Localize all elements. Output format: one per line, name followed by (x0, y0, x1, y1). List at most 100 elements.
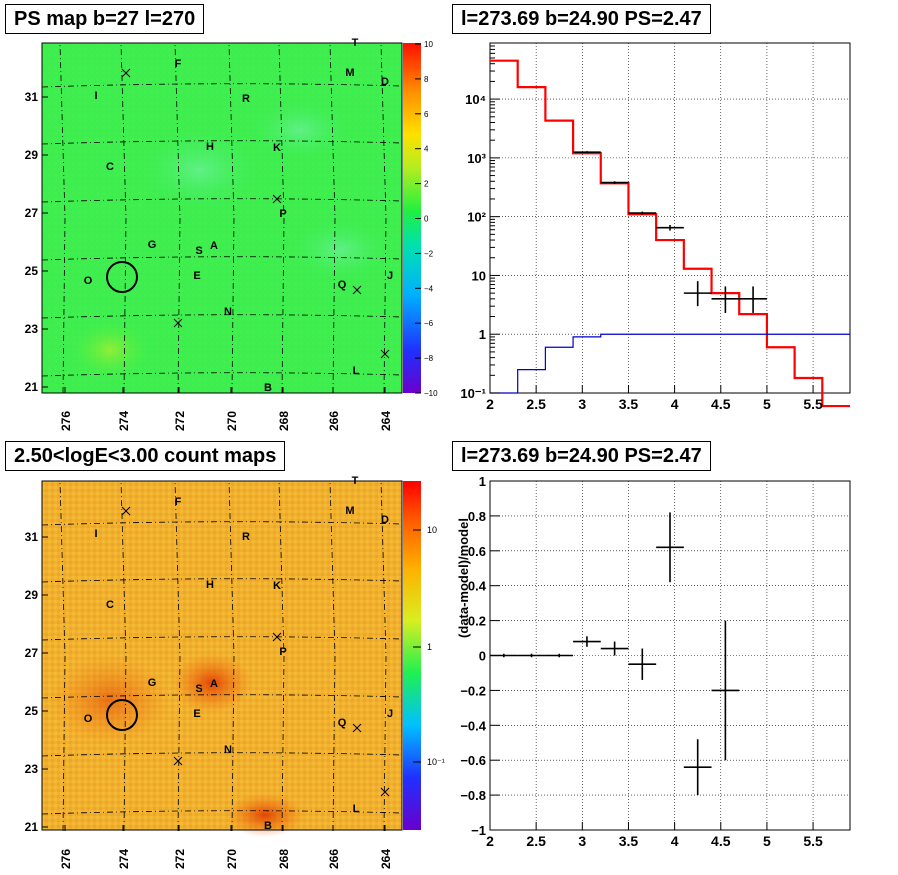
spectrum-data-point (739, 286, 767, 313)
ps-map-grid-line-lat (41, 256, 403, 261)
count-map-source-cross (121, 506, 131, 516)
ps-map-source-label: M (345, 67, 354, 79)
spectrum-model-line (490, 59, 850, 408)
ps-map-grid-line-lon (278, 42, 285, 394)
count-map-colorbar (403, 481, 421, 830)
ps-map-x-tick-label: 264 (379, 411, 393, 431)
count-map-colorbar-ticks: 10 1 10⁻¹ (413, 525, 445, 767)
spectrum-y-tick-label: 1 (479, 327, 486, 342)
count-map-target-circle (106, 699, 138, 731)
count-map-source-label: I (94, 528, 97, 540)
residual-y-tick-label: 0.6 (468, 544, 486, 559)
count-map-source-label: L (353, 803, 360, 815)
ps-map-grid-line-lon (174, 42, 181, 394)
ps-map-grid-line-lat (41, 198, 403, 203)
count-map-x-tick-label: 268 (277, 849, 291, 869)
count-map-grid-line-lon (380, 480, 387, 832)
ps-map-colorbar-tick-label: 6 (424, 110, 429, 119)
ps-map-colorbar-tick-label: −2 (424, 249, 434, 258)
count-map-grid-line-lon (329, 480, 336, 832)
count-map-title: 2.50<logE<3.00 count maps (5, 441, 286, 471)
ps-map-colorbar-ticks: 10 8 6 4 2 0 −2 −4 −6 −8 −10 (415, 40, 438, 398)
count-map-grid-line-lon (120, 480, 127, 832)
ps-map-colorbar-tick-label: 4 (424, 145, 429, 154)
count-map-grid-line-lat (41, 636, 403, 641)
ps-map-grid-line-lon (380, 42, 387, 394)
ps-map-grid-line-lon (59, 42, 66, 394)
spectrum-y-tick-label: 10² (467, 210, 486, 225)
ps-map-x-tick-label: 274 (117, 411, 131, 431)
residual-data-point (628, 648, 657, 680)
ps-map-source-label: N (224, 306, 232, 318)
spectrum-y-tick-label: 10⁻¹ (460, 386, 486, 401)
ps-map-source-label: P (279, 208, 286, 220)
count-map-y-ticks: 31 29 27 25 23 21 (25, 530, 48, 834)
count-map-coordinate-grid (41, 480, 403, 832)
ps-map-source-label: K (273, 142, 281, 154)
ps-map-grid-line-lon (329, 42, 336, 394)
ps-map-sources: T F M D I R H K C P G S A J O E Q N L B (84, 37, 393, 394)
count-map-grid-line-lon (228, 480, 235, 832)
ps-map-grid-line-lat (41, 83, 403, 88)
ps-map-source-cross (380, 349, 390, 359)
residual-y-tick-label: −1 (471, 823, 486, 838)
count-map-source-label: A (210, 678, 218, 690)
spectrum-x-tick-label: 3 (578, 396, 586, 412)
residual-y-tick-label: 0.2 (468, 614, 486, 629)
count-map-x-tick-label: 274 (117, 849, 131, 869)
ps-map-target-circle (106, 261, 138, 293)
spectrum-data-point (600, 181, 629, 184)
count-map-grid-line-lat (41, 752, 403, 757)
spectrum-y-tick-label: 10³ (467, 151, 486, 166)
ps-map-source-label: C (106, 161, 114, 173)
count-map-colorbar-tick-label: 10 (427, 525, 437, 535)
count-map-x-tick-label: 264 (379, 849, 393, 869)
residual-x-tick-label: 5 (763, 833, 771, 849)
count-map-y-tick-label: 29 (25, 588, 39, 602)
residual-x-tick-label: 4 (671, 833, 679, 849)
spectrum-panel: 2 2.5 3 3.5 4 4.5 5 5.5 10⁻¹ 1 10 10² 10³ 10⁴ (460, 42, 851, 412)
count-map-y-tick-label: 23 (25, 762, 39, 776)
ps-map-source-cross (352, 285, 362, 295)
ps-map-source-label: A (210, 240, 218, 252)
count-map-x-tick-label: 276 (59, 849, 73, 869)
count-map-grid-line-lon (278, 480, 285, 832)
residual-data-point (683, 739, 712, 796)
spectrum-x-tick-label: 5 (763, 396, 771, 412)
count-map-x-ticks: 276 274 272 270 268 266 264 (59, 825, 393, 869)
residual-x-tick-label: 3.5 (619, 833, 639, 849)
residual-y-tick-label: 1 (479, 474, 486, 489)
count-map-grid-line-lat (41, 694, 403, 699)
spectrum-background-line (490, 333, 850, 394)
count-map-x-tick-label: 272 (173, 849, 187, 869)
residual-y-tick-label: −0.6 (460, 753, 486, 768)
ps-map-source-label: T (352, 37, 359, 49)
count-map-source-label: Q (338, 717, 347, 729)
count-map-source-label: M (345, 505, 354, 517)
count-map-x-tick-label: 270 (225, 849, 239, 869)
count-map-source-label: F (175, 496, 182, 508)
count-map-y-tick-label: 21 (25, 820, 39, 834)
ps-map-source-label: L (353, 365, 360, 377)
count-map-source-label: P (279, 646, 286, 658)
spectrum-data-point (573, 151, 601, 154)
ps-map-y-tick-label: 27 (25, 206, 39, 220)
count-map-sources: T F M D I R H K C P G S A J O E Q N L B (84, 475, 393, 832)
count-map-source-label: E (193, 708, 200, 720)
ps-map-source-label: R (242, 93, 250, 105)
ps-map-source-label: F (175, 58, 182, 70)
ps-map-colorbar-tick-label: 10 (424, 40, 433, 49)
count-map-source-label: O (84, 713, 93, 725)
count-map-x-tick-label: 266 (327, 849, 341, 869)
spectrum-y-tick-label: 10⁴ (465, 92, 486, 107)
ps-map-x-tick-label: 272 (173, 411, 187, 431)
count-map-source-label: S (195, 683, 202, 695)
ps-map-source-label: B (264, 382, 272, 394)
residual-panel: 2 2.5 3 3.5 4 4.5 5 5.5 −1 −0.8 −0.6 −0.4 −0.2 0 0.2 0.… (456, 474, 851, 849)
ps-map-source-label: G (148, 239, 157, 251)
ps-map-y-tick-label: 29 (25, 148, 39, 162)
ps-map-source-label: Q (338, 279, 347, 291)
residual-y-tick-label: −0.2 (460, 683, 486, 698)
ps-map-x-ticks: 276 274 272 270 268 266 264 (59, 387, 393, 431)
